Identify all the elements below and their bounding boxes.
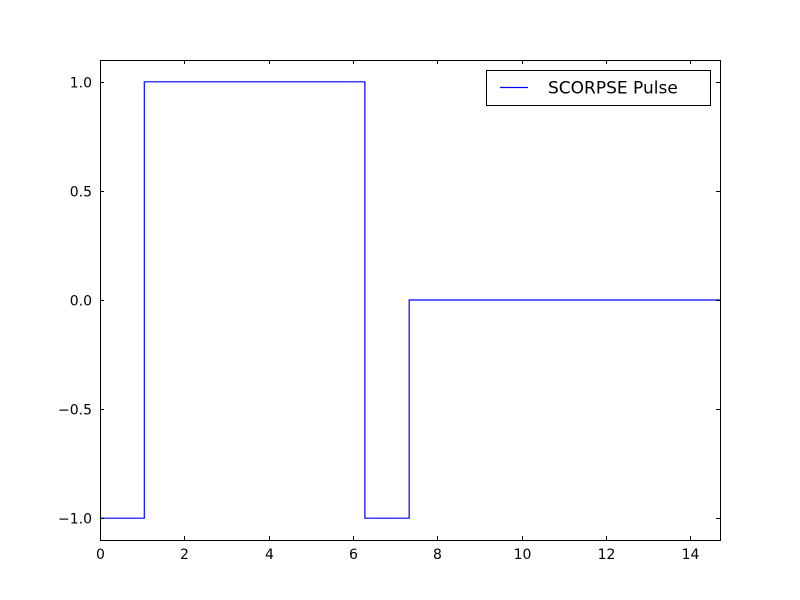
x-tick-label: 4 (265, 547, 274, 563)
x-tick-label: 0 (96, 547, 105, 563)
legend: SCORPSE Pulse (486, 70, 711, 106)
y-tick-label: −0.5 (58, 403, 92, 419)
x-tick-label: 12 (598, 547, 616, 563)
x-tick-label: 6 (349, 547, 358, 563)
x-tick-label: 14 (682, 547, 700, 563)
x-tick-label: 10 (514, 547, 532, 563)
y-tick-label: 1.0 (70, 76, 92, 92)
x-tick-label: 8 (433, 547, 442, 563)
series-layer (100, 81, 720, 519)
series-line-0 (100, 81, 720, 519)
y-tick-label: 0.5 (70, 185, 92, 201)
x-tick-label: 2 (180, 547, 189, 563)
y-tick-label: 0.0 (70, 294, 92, 310)
legend-label: SCORPSE Pulse (548, 79, 678, 99)
x-axis-ticks: 0 2 4 6 8 10 12 14 (96, 60, 699, 563)
y-tick-label: −1.0 (58, 512, 92, 528)
y-axis-ticks: 1.0 0.5 0.0 −0.5 −1.0 (58, 76, 720, 528)
